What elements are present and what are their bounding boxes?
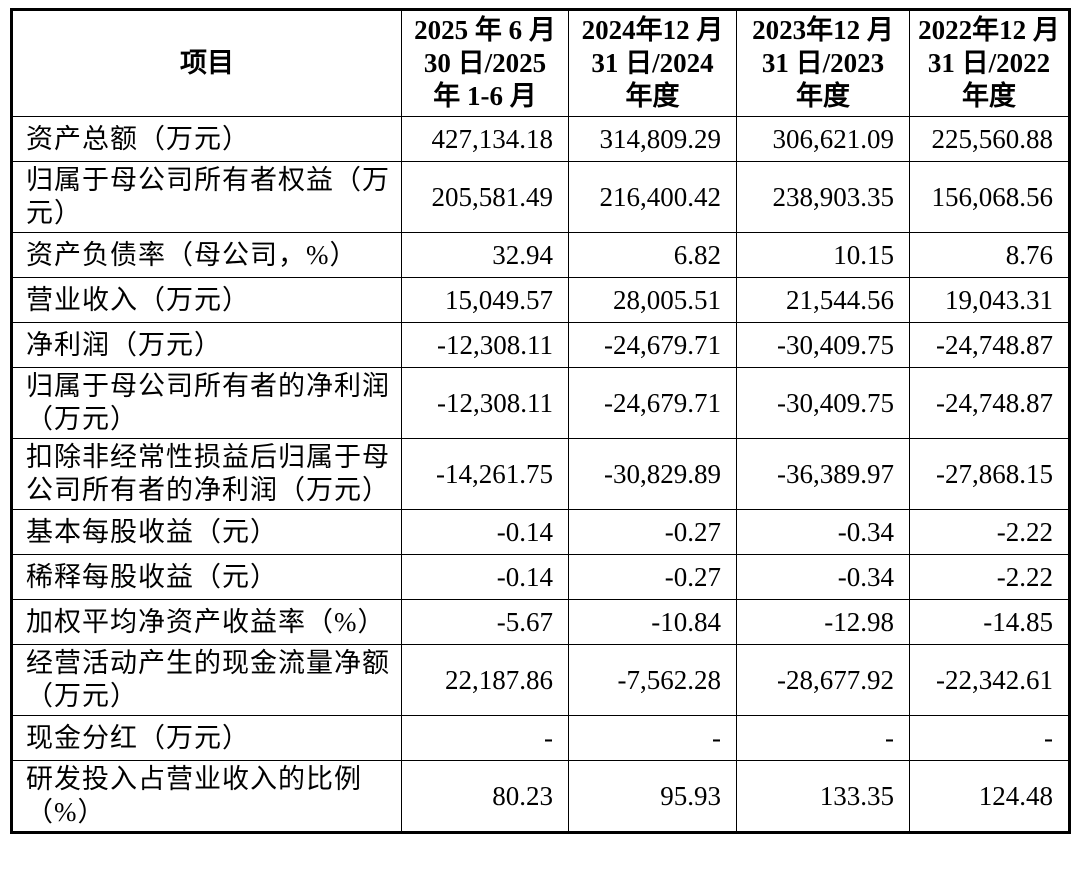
cell-value: 205,581.49 xyxy=(401,161,569,233)
cell-value: -12.98 xyxy=(736,599,910,645)
cell-value: -0.27 xyxy=(568,509,737,555)
table-row-net-profit: 净利润（万元） -12,308.11 -24,679.71 -30,409.75… xyxy=(11,322,1070,368)
row-label: 扣除非经常性损益后归属于母 公司所有者的净利润（万元） xyxy=(11,438,402,510)
cell-value: 225,560.88 xyxy=(909,116,1070,162)
cell-value: 216,400.42 xyxy=(568,161,737,233)
cell-value: -0.14 xyxy=(401,554,569,600)
row-label: 基本每股收益（元） xyxy=(11,509,402,555)
table-row-operating-revenue: 营业收入（万元） 15,049.57 28,005.51 21,544.56 1… xyxy=(11,277,1070,323)
table-row-weighted-avg-roe: 加权平均净资产收益率（%） -5.67 -10.84 -12.98 -14.85 xyxy=(11,599,1070,645)
row-label: 资产总额（万元） xyxy=(11,116,402,162)
cell-value: 22,187.86 xyxy=(401,644,569,716)
cell-value: -30,409.75 xyxy=(736,367,910,439)
table-row-debt-to-asset-ratio: 资产负债率（母公司，%） 32.94 6.82 10.15 8.76 xyxy=(11,232,1070,278)
cell-value: -12,308.11 xyxy=(401,322,569,368)
cell-value: -12,308.11 xyxy=(401,367,569,439)
cell-value: -28,677.92 xyxy=(736,644,910,716)
cell-value: 21,544.56 xyxy=(736,277,910,323)
row-label: 现金分红（万元） xyxy=(11,715,402,761)
table-row-operating-cash-flow: 经营活动产生的现金流量净额 （万元） 22,187.86 -7,562.28 -… xyxy=(11,644,1070,716)
row-label: 经营活动产生的现金流量净额 （万元） xyxy=(11,644,402,716)
cell-value: -24,748.87 xyxy=(909,367,1070,439)
cell-value: -30,829.89 xyxy=(568,438,737,510)
row-label: 营业收入（万元） xyxy=(11,277,402,323)
row-label: 净利润（万元） xyxy=(11,322,402,368)
header-row: 项目 2025 年 6 月 30 日/2025 年 1-6 月 2024年12 … xyxy=(11,9,1070,117)
cell-value: 238,903.35 xyxy=(736,161,910,233)
cell-value: 133.35 xyxy=(736,760,910,833)
column-header-item: 项目 xyxy=(11,9,402,117)
cell-value: -2.22 xyxy=(909,554,1070,600)
cell-value: - xyxy=(401,715,569,761)
row-label: 加权平均净资产收益率（%） xyxy=(11,599,402,645)
cell-value: - xyxy=(568,715,737,761)
column-header-period-2022: 2022年12 月 31 日/2022 年度 xyxy=(909,9,1070,117)
row-label: 资产负债率（母公司，%） xyxy=(11,232,402,278)
cell-value: -36,389.97 xyxy=(736,438,910,510)
cell-value: -30,409.75 xyxy=(736,322,910,368)
cell-value: -24,748.87 xyxy=(909,322,1070,368)
cell-value: -0.27 xyxy=(568,554,737,600)
financial-summary-table: 项目 2025 年 6 月 30 日/2025 年 1-6 月 2024年12 … xyxy=(10,8,1071,834)
cell-value: -24,679.71 xyxy=(568,367,737,439)
row-label: 归属于母公司所有者权益（万 元） xyxy=(11,161,402,233)
table-row-diluted-eps: 稀释每股收益（元） -0.14 -0.27 -0.34 -2.22 xyxy=(11,554,1070,600)
table-row-total-assets: 资产总额（万元） 427,134.18 314,809.29 306,621.0… xyxy=(11,116,1070,162)
cell-value: -7,562.28 xyxy=(568,644,737,716)
cell-value: 124.48 xyxy=(909,760,1070,833)
table-row-basic-eps: 基本每股收益（元） -0.14 -0.27 -0.34 -2.22 xyxy=(11,509,1070,555)
cell-value: 95.93 xyxy=(568,760,737,833)
row-label: 归属于母公司所有者的净利润 （万元） xyxy=(11,367,402,439)
cell-value: 28,005.51 xyxy=(568,277,737,323)
cell-value: -14,261.75 xyxy=(401,438,569,510)
cell-value: 10.15 xyxy=(736,232,910,278)
cell-value: - xyxy=(736,715,910,761)
cell-value: - xyxy=(909,715,1070,761)
table-row-equity-attributable-to-parent: 归属于母公司所有者权益（万 元） 205,581.49 216,400.42 2… xyxy=(11,161,1070,233)
column-header-period-2025h1: 2025 年 6 月 30 日/2025 年 1-6 月 xyxy=(401,9,569,117)
cell-value: -27,868.15 xyxy=(909,438,1070,510)
table-row-net-profit-attributable-to-parent: 归属于母公司所有者的净利润 （万元） -12,308.11 -24,679.71… xyxy=(11,367,1070,439)
cell-value: 15,049.57 xyxy=(401,277,569,323)
cell-value: 8.76 xyxy=(909,232,1070,278)
cell-value: -10.84 xyxy=(568,599,737,645)
cell-value: 427,134.18 xyxy=(401,116,569,162)
cell-value: 306,621.09 xyxy=(736,116,910,162)
cell-value: 80.23 xyxy=(401,760,569,833)
table-row-net-profit-after-non-recurring: 扣除非经常性损益后归属于母 公司所有者的净利润（万元） -14,261.75 -… xyxy=(11,438,1070,510)
cell-value: 32.94 xyxy=(401,232,569,278)
cell-value: -5.67 xyxy=(401,599,569,645)
cell-value: 19,043.31 xyxy=(909,277,1070,323)
cell-value: 314,809.29 xyxy=(568,116,737,162)
column-header-period-2024: 2024年12 月 31 日/2024 年度 xyxy=(568,9,737,117)
cell-value: -2.22 xyxy=(909,509,1070,555)
row-label: 稀释每股收益（元） xyxy=(11,554,402,600)
cell-value: -22,342.61 xyxy=(909,644,1070,716)
document-page: 项目 2025 年 6 月 30 日/2025 年 1-6 月 2024年12 … xyxy=(10,8,1071,834)
row-label: 研发投入占营业收入的比例 （%） xyxy=(11,760,402,833)
table-row-rd-expense-ratio: 研发投入占营业收入的比例 （%） 80.23 95.93 133.35 124.… xyxy=(11,760,1070,833)
cell-value: -14.85 xyxy=(909,599,1070,645)
cell-value: 156,068.56 xyxy=(909,161,1070,233)
cell-value: -0.14 xyxy=(401,509,569,555)
cell-value: -24,679.71 xyxy=(568,322,737,368)
cell-value: -0.34 xyxy=(736,554,910,600)
column-header-period-2023: 2023年12 月 31 日/2023 年度 xyxy=(736,9,910,117)
cell-value: -0.34 xyxy=(736,509,910,555)
table-row-cash-dividend: 现金分红（万元） - - - - xyxy=(11,715,1070,761)
cell-value: 6.82 xyxy=(568,232,737,278)
